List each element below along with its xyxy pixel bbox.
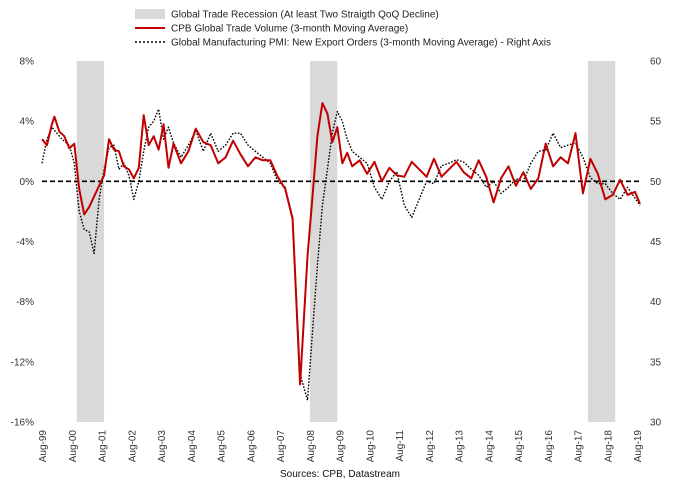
x-tick-label: Aug-02	[127, 430, 138, 463]
x-tick-label: Aug-01	[98, 430, 109, 463]
y-left-tick-label: -4%	[16, 237, 34, 248]
x-tick-label: Aug-09	[336, 430, 347, 463]
x-tick-label: Aug-18	[603, 430, 614, 463]
legend-label: Global Manufacturing PMI: New Export Ord…	[171, 38, 551, 49]
y-left-tick-label: -8%	[16, 297, 34, 308]
x-tick-label: Aug-16	[544, 430, 555, 463]
legend-swatch-recession	[135, 9, 165, 19]
x-tick-label: Aug-11	[395, 430, 406, 462]
trade-volume-series-line	[41, 102, 641, 386]
x-tick-label: Aug-17	[574, 430, 585, 463]
y-right-tick-label: 55	[650, 117, 662, 128]
legend: Global Trade Recession (At least Two Str…	[135, 9, 551, 49]
legend-label: Global Trade Recession (At least Two Str…	[171, 10, 439, 21]
x-tick-label: Aug-15	[514, 430, 525, 463]
x-tick-label: Aug-10	[365, 430, 376, 463]
series-layer	[41, 102, 641, 401]
x-tick-label: Aug-04	[187, 430, 198, 463]
x-tick-label: Aug-03	[157, 430, 168, 463]
y-left-tick-label: -12%	[11, 357, 34, 368]
y-right-tick-label: 50	[650, 177, 662, 188]
y-left-tick-label: 0%	[20, 177, 35, 188]
x-tick-label: Aug-05	[217, 430, 228, 463]
x-tick-label: Aug-13	[455, 430, 466, 463]
x-tick-label: Aug-12	[425, 430, 436, 463]
axes: 8% 4% 0% -4% -8% -12% -16% 60 55 50 45 40 35 30 Aug-99…	[11, 57, 662, 463]
y-right-tick-label: 30	[650, 418, 662, 429]
x-tick-label: Aug-08	[306, 430, 317, 463]
y-left-tick-label: 8%	[20, 57, 35, 68]
y-left-tick-label: 4%	[20, 117, 35, 128]
x-tick-label: Aug-14	[484, 430, 495, 463]
recession-band	[587, 61, 616, 422]
legend-label: CPB Global Trade Volume (3-month Moving …	[171, 24, 408, 35]
y-right-tick-label: 40	[650, 297, 662, 308]
x-tick-label: Aug-07	[276, 430, 287, 463]
x-tick-label: Aug-99	[38, 430, 49, 463]
recession-band	[309, 61, 338, 422]
y-right-tick-label: 35	[650, 357, 662, 368]
recession-shading	[76, 61, 616, 422]
recession-band	[76, 61, 105, 422]
y-left-tick-label: -16%	[11, 418, 34, 429]
x-tick-label: Aug-06	[246, 430, 257, 463]
pmi-series-line	[41, 108, 641, 401]
source-note: Sources: CPB, Datastream	[280, 469, 400, 480]
x-tick-label: Aug-00	[68, 430, 79, 463]
y-right-tick-label: 60	[650, 57, 662, 68]
x-tick-label: Aug-19	[633, 430, 644, 463]
y-right-tick-label: 45	[650, 237, 662, 248]
